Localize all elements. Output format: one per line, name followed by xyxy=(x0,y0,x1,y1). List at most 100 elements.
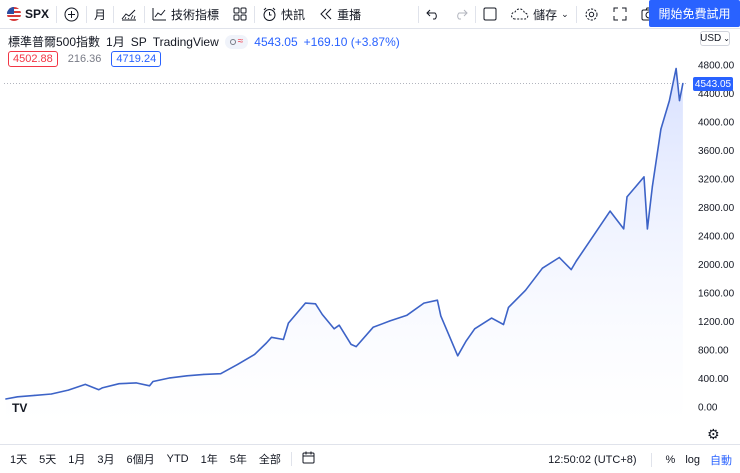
range-1d[interactable]: 1天 xyxy=(10,454,28,466)
divider xyxy=(475,5,477,23)
alert-button[interactable]: 快訊 xyxy=(255,0,312,29)
data-point xyxy=(623,228,625,230)
data-point xyxy=(67,389,69,391)
legend-status-pill[interactable]: ≈ xyxy=(224,34,249,49)
data-point xyxy=(448,335,450,337)
chevron-down-icon: ⌄ xyxy=(561,8,569,19)
symbol-legend: 標準普爾500指數 1月 SP TradingView ≈ 4543.05 +1… xyxy=(8,33,400,50)
chart-type-button[interactable] xyxy=(114,0,144,29)
redo-button[interactable] xyxy=(447,0,475,29)
y-tick-label: 3200.00 xyxy=(698,175,735,186)
range-5y[interactable]: 5年 xyxy=(229,454,247,466)
y-tick-label: 1600.00 xyxy=(698,289,735,300)
plus-circle-icon xyxy=(64,7,79,22)
data-point xyxy=(152,380,154,383)
data-point xyxy=(186,375,188,377)
spread-value: 216.36 xyxy=(67,53,102,65)
save-button[interactable]: 儲存 ⌄ xyxy=(504,0,576,29)
data-warning-icon: ≈ xyxy=(237,36,244,47)
auto-scale-toggle[interactable]: 自動 xyxy=(710,454,732,467)
data-point xyxy=(98,389,100,391)
data-point xyxy=(592,235,594,237)
data-point xyxy=(321,313,323,316)
tradingview-logo[interactable]: TV xyxy=(12,401,28,415)
data-point xyxy=(33,394,36,396)
compare-symbol-button[interactable] xyxy=(57,0,86,29)
data-point xyxy=(474,328,476,330)
y-tick-label: 400.00 xyxy=(698,374,729,385)
undo-icon xyxy=(426,8,440,20)
y-axis[interactable]: 4800.00 4400.00 4000.00 3600.00 3200.00 2800.… xyxy=(698,61,735,414)
rewind-icon xyxy=(319,8,333,20)
range-3m[interactable]: 3月 xyxy=(97,454,115,466)
date-range-calendar-icon[interactable] xyxy=(296,451,321,467)
undo-button[interactable] xyxy=(419,0,447,29)
divider xyxy=(56,5,58,23)
divider xyxy=(254,5,256,23)
data-point xyxy=(660,128,662,130)
data-point xyxy=(355,346,357,348)
data-point xyxy=(423,302,425,304)
data-point xyxy=(101,387,103,389)
range-1m[interactable]: 1月 xyxy=(68,454,86,466)
data-point xyxy=(436,299,438,301)
bid-ask-box: 4502.88 216.36 4719.24 xyxy=(8,51,162,67)
range-6m[interactable]: 6個月 xyxy=(126,454,155,466)
divider xyxy=(113,5,115,23)
axis-settings-gear-icon[interactable]: ⚙ xyxy=(707,426,720,442)
y-tick-label: 4000.00 xyxy=(698,118,735,129)
y-tick-label: 3600.00 xyxy=(698,146,735,157)
symbol-search-button[interactable]: SPX xyxy=(0,0,56,29)
data-point xyxy=(440,315,442,317)
data-point xyxy=(575,260,577,262)
sell-price[interactable]: 4502.88 xyxy=(8,51,58,67)
data-point xyxy=(282,338,284,341)
data-point xyxy=(169,377,171,379)
data-point xyxy=(651,185,654,187)
chevron-down-icon: ⌄ xyxy=(723,34,730,43)
data-point xyxy=(558,256,560,259)
fullscreen-button[interactable] xyxy=(606,0,634,29)
log-toggle[interactable]: log xyxy=(685,453,700,466)
start-free-trial-button[interactable]: 開始免費試用 xyxy=(649,0,740,27)
range-5d[interactable]: 5天 xyxy=(39,454,57,466)
data-point xyxy=(16,396,19,398)
currency-selector[interactable]: USD ⌄ xyxy=(700,31,730,46)
y-tick-label: 2800.00 xyxy=(698,203,735,214)
data-point xyxy=(135,382,137,384)
save-label: 儲存 xyxy=(533,7,558,22)
area-chart-icon xyxy=(121,7,137,21)
replay-label: 重播 xyxy=(337,7,362,22)
data-point xyxy=(149,385,151,387)
layout-button[interactable] xyxy=(476,0,504,29)
clock-time[interactable]: 12:50:02 (UTC+8) xyxy=(548,453,637,466)
market-status-icon xyxy=(229,38,236,45)
symbol-label: SPX xyxy=(25,7,50,21)
replay-button[interactable]: 重播 xyxy=(312,0,368,29)
y-tick-label: 1200.00 xyxy=(698,317,735,328)
buy-price[interactable]: 4719.24 xyxy=(111,51,162,67)
settings-button[interactable] xyxy=(577,0,606,29)
percent-toggle[interactable]: % xyxy=(665,453,676,466)
range-all[interactable]: 全部 xyxy=(258,454,281,466)
divider xyxy=(418,5,420,23)
divider xyxy=(575,5,577,23)
y-tick-label: 4800.00 xyxy=(698,61,735,72)
range-ytd[interactable]: YTD xyxy=(166,453,189,465)
range-1y[interactable]: 1年 xyxy=(200,454,218,466)
data-point xyxy=(668,100,671,102)
data-point xyxy=(643,176,645,178)
data-point xyxy=(541,267,544,269)
data-point xyxy=(570,269,572,271)
data-point xyxy=(502,323,505,326)
indicators-button[interactable]: 技術指標 xyxy=(145,0,226,29)
symbol-name[interactable]: 標準普爾500指數 xyxy=(8,35,101,49)
data-point xyxy=(682,82,684,84)
y-tick-label: 0.00 xyxy=(698,403,718,414)
price-chart[interactable]: 4800.00 4400.00 4000.00 3600.00 3200.00 2800.… xyxy=(0,55,740,425)
layouts-button[interactable] xyxy=(226,0,254,29)
data-point xyxy=(118,383,120,385)
data-point xyxy=(491,317,493,319)
interval-button[interactable]: 月 xyxy=(87,0,113,29)
